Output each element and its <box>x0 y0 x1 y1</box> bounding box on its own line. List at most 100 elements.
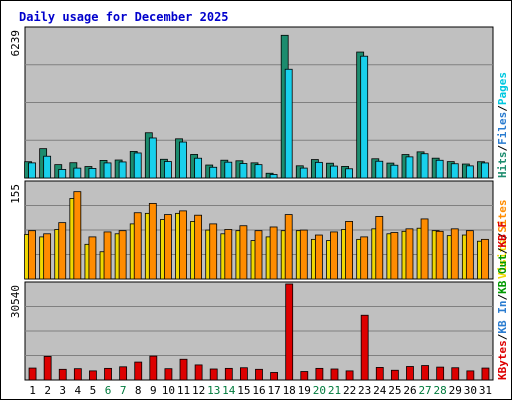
x-tick-label: 4 <box>75 384 82 397</box>
x-tick-label: 23 <box>358 384 371 397</box>
y-max-label: 6239 <box>9 30 22 57</box>
bar-sites-24 <box>375 216 384 280</box>
bar-files-24 <box>375 160 384 179</box>
bar-kbytes-25 <box>390 369 399 381</box>
bar-sites-27 <box>420 218 429 280</box>
x-tick-label: 17 <box>267 384 280 397</box>
bar-files-18 <box>284 68 293 179</box>
bar-sites-11 <box>179 210 187 280</box>
bar-sites-23 <box>360 236 369 280</box>
bar-sites-25 <box>390 232 399 280</box>
legend-entry: KB F <box>496 221 509 248</box>
legend-entry: Hits <box>496 152 509 179</box>
x-tick-label: 31 <box>479 384 492 397</box>
bar-files-25 <box>390 164 399 179</box>
bar-kbytes-22 <box>345 370 354 381</box>
bar-files-1 <box>28 162 36 179</box>
x-tick-label: 7 <box>120 384 127 397</box>
legend-entry: Files <box>496 112 509 145</box>
x-tick-label: 22 <box>343 384 356 397</box>
bar-kbytes-5 <box>89 370 97 381</box>
x-tick-label: 1 <box>29 384 36 397</box>
x-tick-label: 6 <box>105 384 112 397</box>
bar-kbytes-26 <box>406 366 414 381</box>
bar-kbytes-11 <box>179 358 188 381</box>
x-tick-label: 14 <box>222 384 236 397</box>
bar-sites-26 <box>405 228 414 280</box>
bar-sites-8 <box>133 212 142 280</box>
x-tick-label: 9 <box>150 384 157 397</box>
bar-kbytes-6 <box>104 367 112 381</box>
bar-sites-16 <box>254 230 263 280</box>
bar-files-23 <box>360 55 369 179</box>
bar-files-14 <box>224 161 233 179</box>
x-tick-label: 5 <box>90 384 97 397</box>
y-max-label: 155 <box>9 184 22 204</box>
x-tick-label: 18 <box>283 384 296 397</box>
bar-files-20 <box>314 161 323 179</box>
legend-entry: Pages <box>496 72 509 105</box>
x-tick-label: 27 <box>418 384 431 397</box>
legend-entry: / <box>496 333 509 340</box>
bar-kbytes-10 <box>164 368 173 381</box>
bar-sites-21 <box>330 231 338 280</box>
x-tick-label: 20 <box>313 384 326 397</box>
legend-entry: Sites <box>496 200 509 233</box>
bar-files-9 <box>148 137 157 179</box>
bar-sites-31 <box>481 238 489 280</box>
bar-files-3 <box>58 169 67 179</box>
bar-files-30 <box>465 165 474 179</box>
bar-kbytes-7 <box>119 366 128 381</box>
x-tick-label: 21 <box>328 384 341 397</box>
x-tick-label: 19 <box>298 384 311 397</box>
bar-kbytes-16 <box>255 368 263 381</box>
bar-kbytes-23 <box>360 314 369 381</box>
bar-sites-9 <box>148 203 157 280</box>
x-tick-label: 10 <box>162 384 175 397</box>
bar-kbytes-30 <box>466 370 475 381</box>
x-tick-label: 26 <box>403 384 416 397</box>
bar-sites-4 <box>73 191 82 280</box>
legend-entry: KB In <box>496 301 509 334</box>
bar-sites-6 <box>103 231 112 280</box>
bar-kbytes-13 <box>209 368 218 381</box>
bar-files-29 <box>450 163 459 179</box>
x-tick-label: 12 <box>192 384 205 397</box>
bar-kbytes-18 <box>285 283 294 381</box>
legend-hits-files: Hits/Files/Pages <box>496 72 509 178</box>
bar-sites-2 <box>43 233 52 280</box>
legend-entry: / <box>496 247 509 254</box>
bar-kbytes-19 <box>300 371 309 381</box>
bar-sites-12 <box>194 214 203 280</box>
bar-kbytes-31 <box>481 367 490 381</box>
bar-kbytes-21 <box>330 368 339 381</box>
x-tick-label: 30 <box>464 384 477 397</box>
bar-files-28 <box>435 159 444 179</box>
bar-files-26 <box>405 156 414 179</box>
bar-files-12 <box>194 157 203 179</box>
bar-kbytes-15 <box>240 367 248 381</box>
bar-files-27 <box>420 153 429 179</box>
bar-files-16 <box>254 164 263 179</box>
x-tick-label: 28 <box>434 384 447 397</box>
bar-files-8 <box>133 152 142 179</box>
legend-entry: Visits <box>496 239 509 279</box>
legend-entry: / <box>496 105 509 112</box>
bar-sites-22 <box>345 220 353 280</box>
bar-sites-28 <box>435 230 444 280</box>
bar-kbytes-4 <box>73 368 82 381</box>
bar-sites-17 <box>269 226 278 280</box>
bar-files-22 <box>345 168 353 179</box>
bar-kbytes-28 <box>436 366 445 381</box>
bar-sites-30 <box>465 230 474 280</box>
bar-kbytes-8 <box>134 361 143 381</box>
x-tick-label: 3 <box>59 384 66 397</box>
bar-files-31 <box>481 162 489 179</box>
bar-sites-13 <box>209 223 218 280</box>
bar-files-7 <box>118 161 127 179</box>
bar-files-10 <box>164 161 172 179</box>
bar-kbytes-29 <box>451 367 460 381</box>
chart-title: Daily usage for December 2025 <box>19 10 229 24</box>
bar-sites-19 <box>299 229 308 280</box>
